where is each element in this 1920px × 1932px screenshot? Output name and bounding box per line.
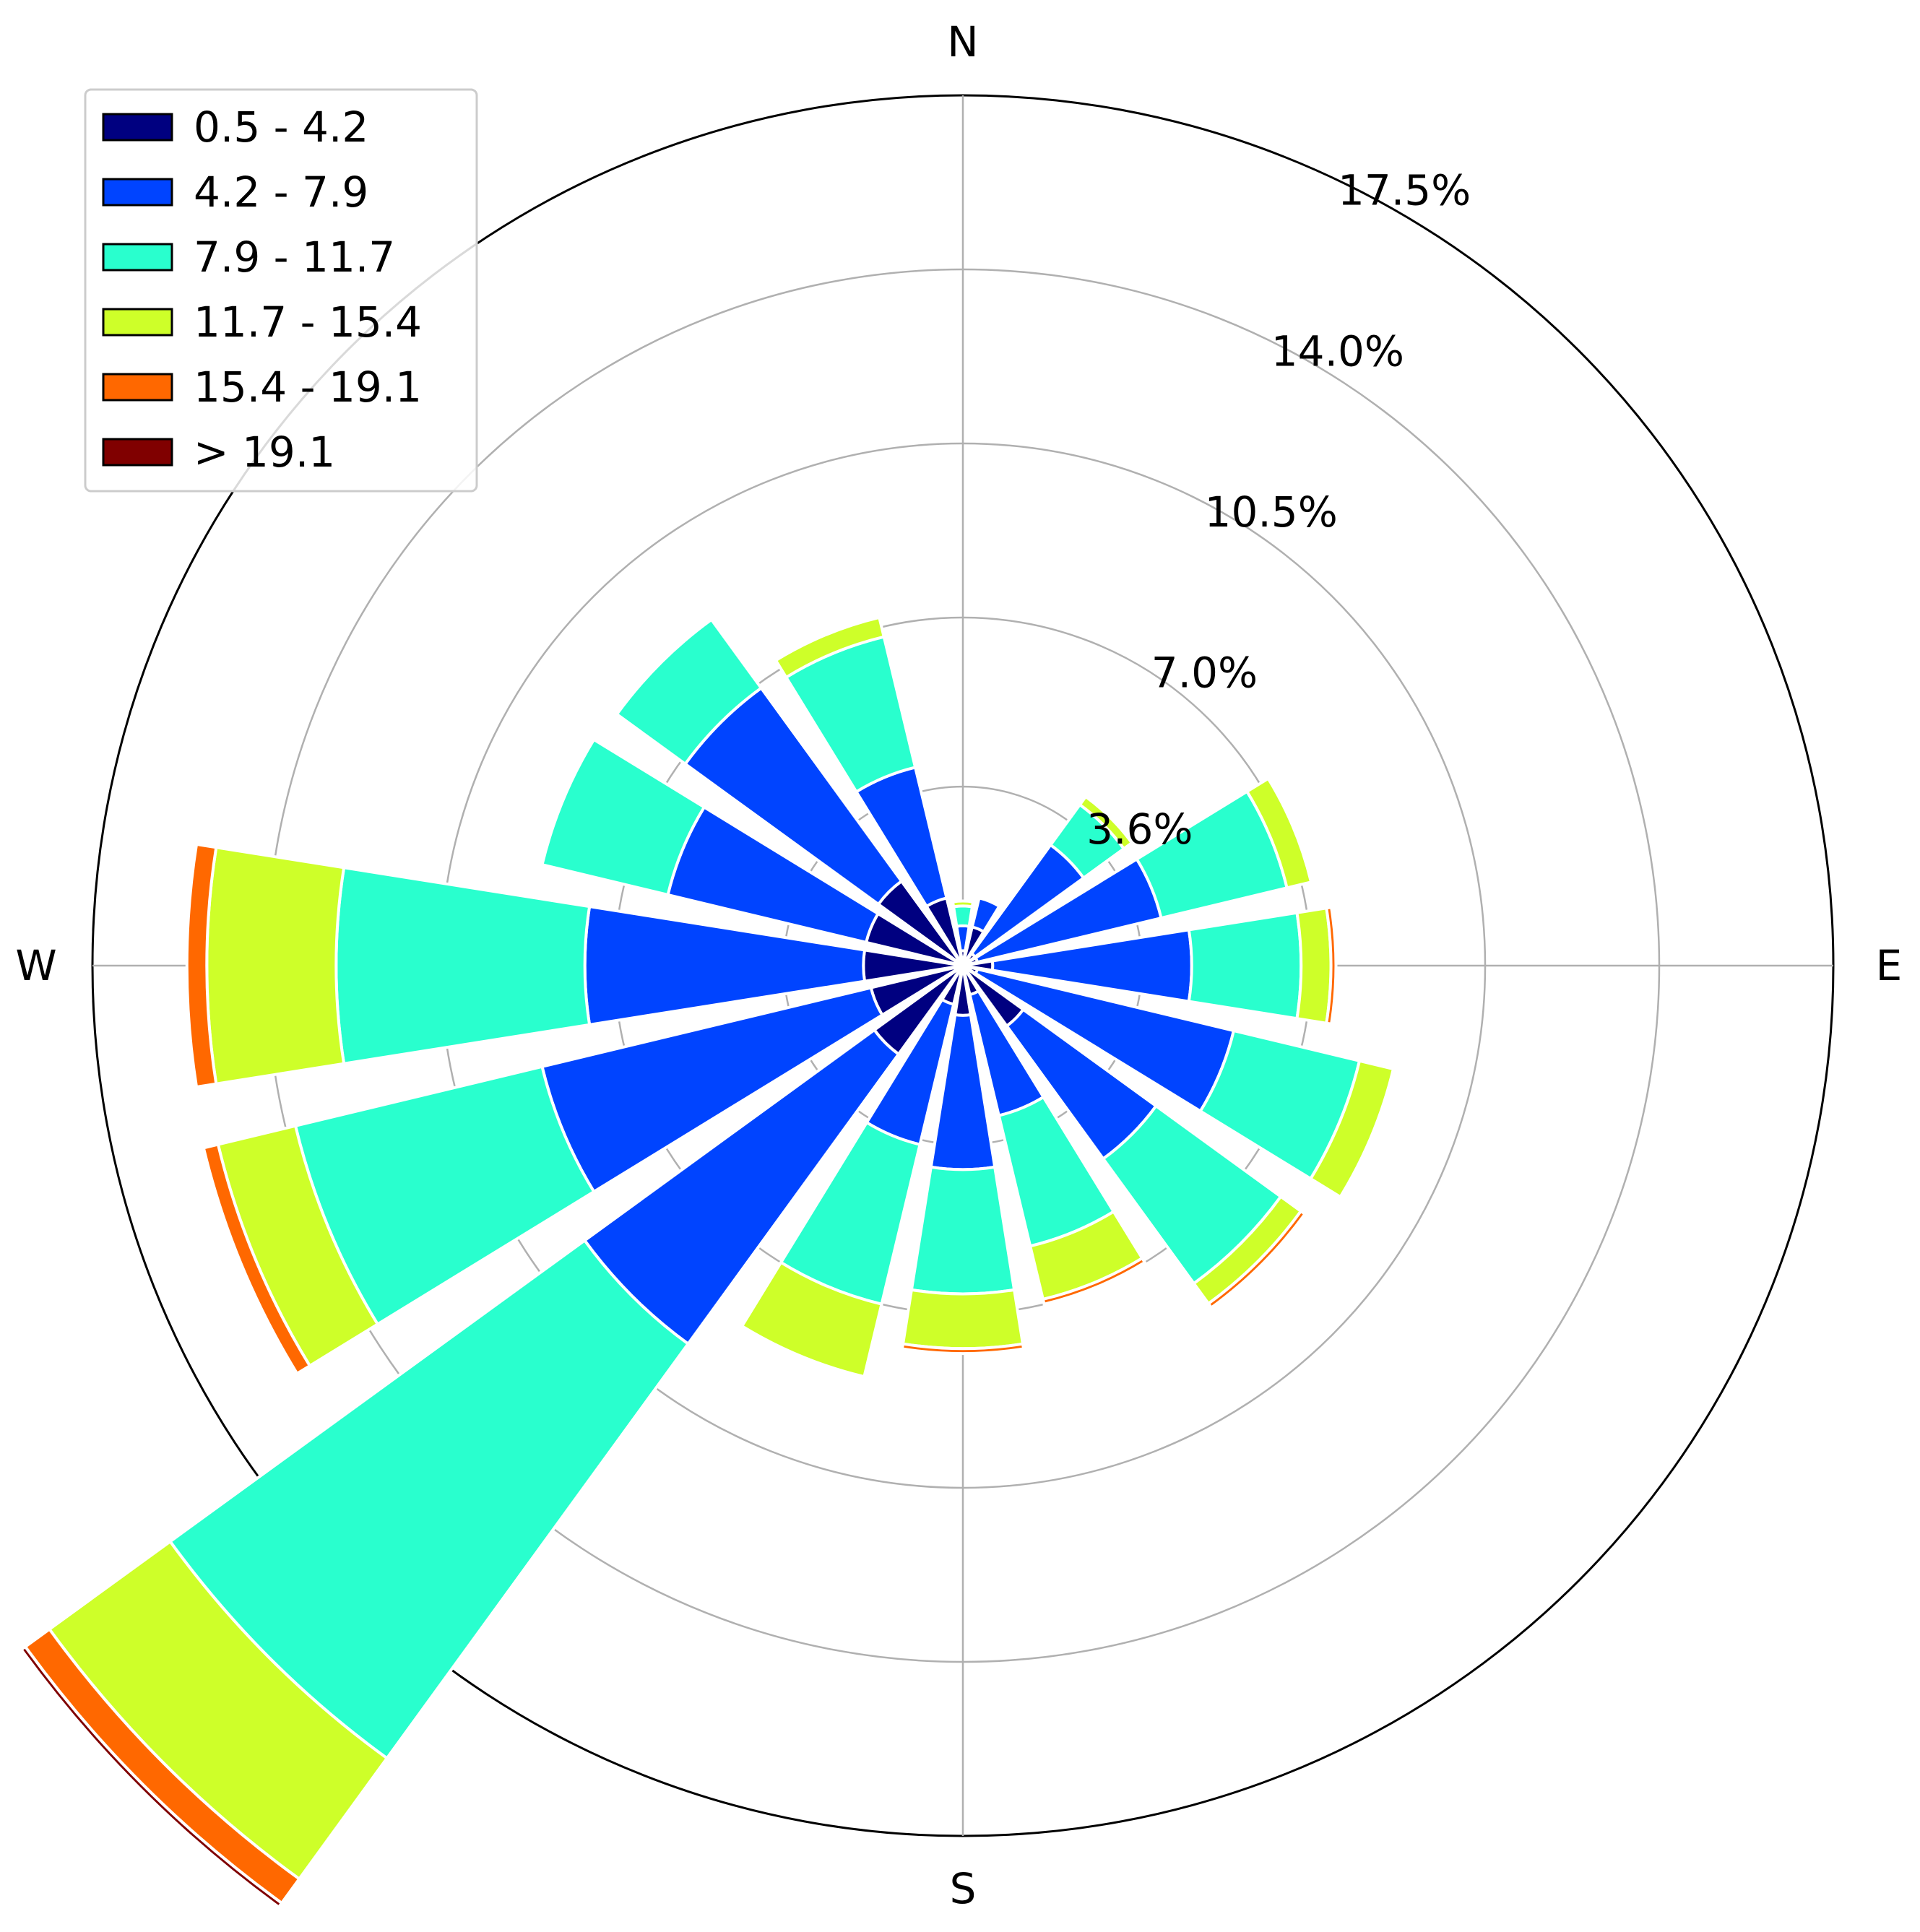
radial-tick-label: 7.0%	[1151, 649, 1258, 698]
direction-label-e: E	[1876, 941, 1903, 990]
bar-N-bin-2	[951, 904, 974, 928]
axis-labels: N E S W 3.6% 7.0% 10.5% 14.0% 17.5%	[15, 17, 1902, 1913]
legend-label: > 19.1	[194, 428, 335, 477]
bar-WNW-bin-2	[540, 737, 706, 897]
bar-E-bin-3	[1295, 906, 1333, 1025]
bar-SSW-bin-3	[740, 1260, 883, 1379]
legend-swatch	[102, 308, 173, 337]
bar-S-bin-2	[909, 1165, 1016, 1296]
bar-W-bin-2	[334, 865, 592, 1066]
legend-swatch	[102, 113, 173, 142]
bar-ENE-bin-3	[1245, 776, 1313, 890]
bar-W-bin-4	[185, 842, 218, 1089]
bar-S-bin-4	[900, 1342, 1026, 1356]
bar-SE-bin-4	[1206, 1209, 1307, 1310]
bar-SSE-bin-4	[1041, 1256, 1147, 1307]
bar-E-bin-4	[1324, 905, 1338, 1026]
bar-S-bin-3	[901, 1288, 1025, 1351]
bar-N-bin-3	[951, 899, 975, 909]
bar-NNW-bin-3	[774, 615, 886, 680]
radial-tick-label: 17.5%	[1338, 166, 1471, 215]
bar-ESE-bin-3	[1308, 1059, 1396, 1199]
bar-E-bin-2	[1187, 911, 1303, 1021]
bar-SW-bin-5	[19, 1645, 284, 1910]
legend-swatch	[102, 438, 173, 467]
radial-tick-label: 3.6%	[1086, 805, 1193, 854]
radial-tick-label: 10.5%	[1205, 488, 1338, 537]
legend-swatch	[102, 243, 173, 272]
direction-label-n: N	[947, 17, 978, 66]
legend-swatch	[102, 178, 173, 207]
legend-label: 11.7 - 15.4	[194, 298, 422, 347]
bar-NE-bin-3	[1078, 794, 1134, 851]
direction-label-w: W	[15, 941, 56, 990]
direction-label-s: S	[950, 1864, 977, 1913]
bar-WSW-bin-4	[202, 1143, 312, 1376]
legend-label: 15.4 - 19.1	[194, 363, 422, 412]
bar-NW-bin-2	[615, 618, 764, 766]
bar-W-bin-3	[205, 845, 346, 1086]
legend-label: 7.9 - 11.7	[194, 233, 395, 282]
bar-NNE-bin-1	[970, 896, 1002, 934]
legend-label: 4.2 - 7.9	[194, 168, 368, 217]
legend-swatch	[102, 373, 173, 402]
legend-frame	[84, 88, 478, 493]
legend: 0.5 - 4.2 4.2 - 7.9 7.9 - 11.7 11.7 - 15.4 1…	[84, 88, 478, 493]
legend-label: 0.5 - 4.2	[194, 103, 368, 152]
radial-tick-label: 14.0%	[1271, 326, 1404, 376]
wind-bars	[19, 615, 1396, 1910]
